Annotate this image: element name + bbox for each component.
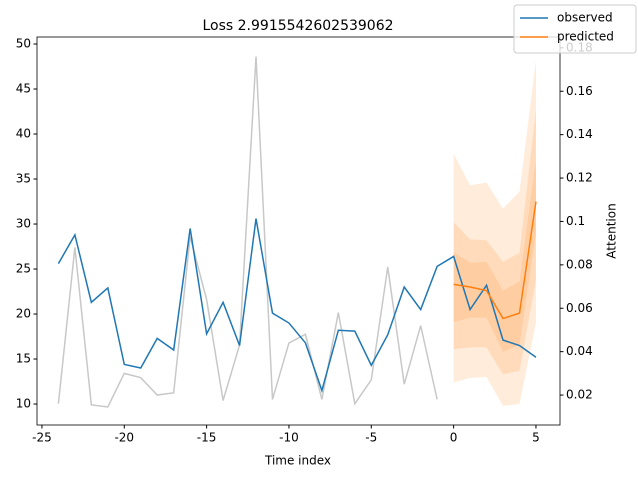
legend-label: observed	[557, 11, 613, 25]
y-tick-label: 40	[16, 127, 31, 141]
x-tick-label: 0	[450, 431, 458, 445]
x-tick-label: -25	[32, 431, 52, 445]
y2-tick-label: 0.06	[566, 301, 593, 315]
y-tick-label: 50	[16, 37, 31, 51]
quantile-band	[453, 60, 536, 406]
x-tick-label: -10	[279, 431, 299, 445]
chart-title: Loss 2.9915542602539062	[202, 18, 393, 34]
y2-tick-label: 0.08	[566, 257, 593, 271]
legend-box	[513, 4, 637, 54]
y2-tick-label: 0.1	[566, 214, 585, 228]
y-tick-label: 35	[16, 172, 31, 186]
y2-tick-label: 0.12	[566, 171, 593, 185]
y-tick-label: 20	[16, 307, 31, 321]
y-tick-label: 15	[16, 352, 31, 366]
quantile-band	[453, 109, 536, 375]
legend-label: predicted	[557, 30, 614, 44]
y2-tick-label: 0.14	[566, 127, 593, 141]
y2-tick-label: 0.02	[566, 388, 593, 402]
y2-tick-label: 0.16	[566, 84, 593, 98]
x-tick-label: -5	[365, 431, 377, 445]
x-axis-label: Time index	[264, 454, 331, 468]
y-tick-label: 45	[16, 82, 31, 96]
x-tick-label: -15	[197, 431, 217, 445]
series-line	[57, 56, 438, 408]
series-line	[453, 201, 537, 320]
y2-tick-label: 0.04	[566, 344, 593, 358]
x-tick-label: -20	[114, 431, 134, 445]
y-tick-label: 30	[16, 217, 31, 231]
y-tick-label: 25	[16, 262, 31, 276]
plot-frame	[36, 36, 561, 426]
series-line	[57, 218, 537, 394]
x-tick-label: 5	[532, 431, 540, 445]
y-tick-label: 10	[16, 397, 31, 411]
y2-axis-label: Attention	[605, 203, 619, 258]
